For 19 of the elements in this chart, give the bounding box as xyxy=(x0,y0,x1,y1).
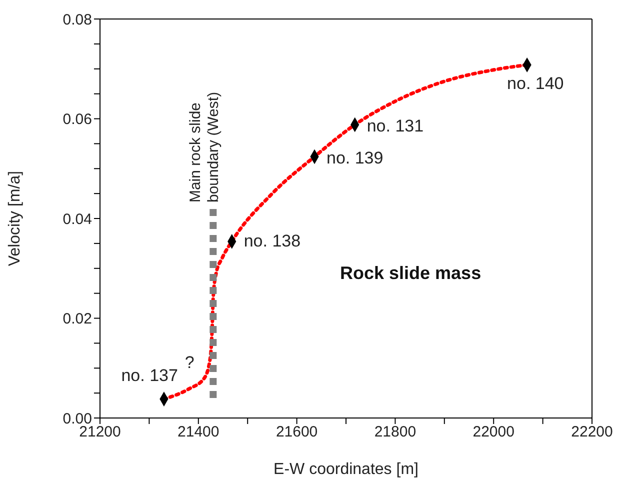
annotation: Rock slide mass xyxy=(340,263,482,284)
annotation: no. 131 xyxy=(366,116,424,136)
x-axis-title: E-W coordinates [m] xyxy=(274,461,418,478)
y-tick-label: 0.08 xyxy=(62,11,92,28)
annotation: no. 138 xyxy=(244,231,301,250)
y-axis-title: Velocity [m/a] xyxy=(6,170,24,266)
x-tick-label: 22000 xyxy=(472,424,514,441)
y-tick-label: 0.04 xyxy=(62,210,92,228)
y-tick-label: 0.06 xyxy=(62,111,92,128)
x-tick-label: 21600 xyxy=(276,424,318,441)
y-tick-label: 0.02 xyxy=(62,310,92,328)
annotation: ? xyxy=(184,353,194,372)
x-tick-label: 21400 xyxy=(178,424,220,441)
annotation: no. 139 xyxy=(326,148,384,168)
annotation: no. 137 xyxy=(121,366,178,386)
x-tick-label: 22200 xyxy=(571,424,613,441)
text: Main rock slide boundary (West) xyxy=(187,92,222,203)
annotation: no. 140 xyxy=(507,74,564,93)
x-tick-label: 21800 xyxy=(374,424,416,441)
